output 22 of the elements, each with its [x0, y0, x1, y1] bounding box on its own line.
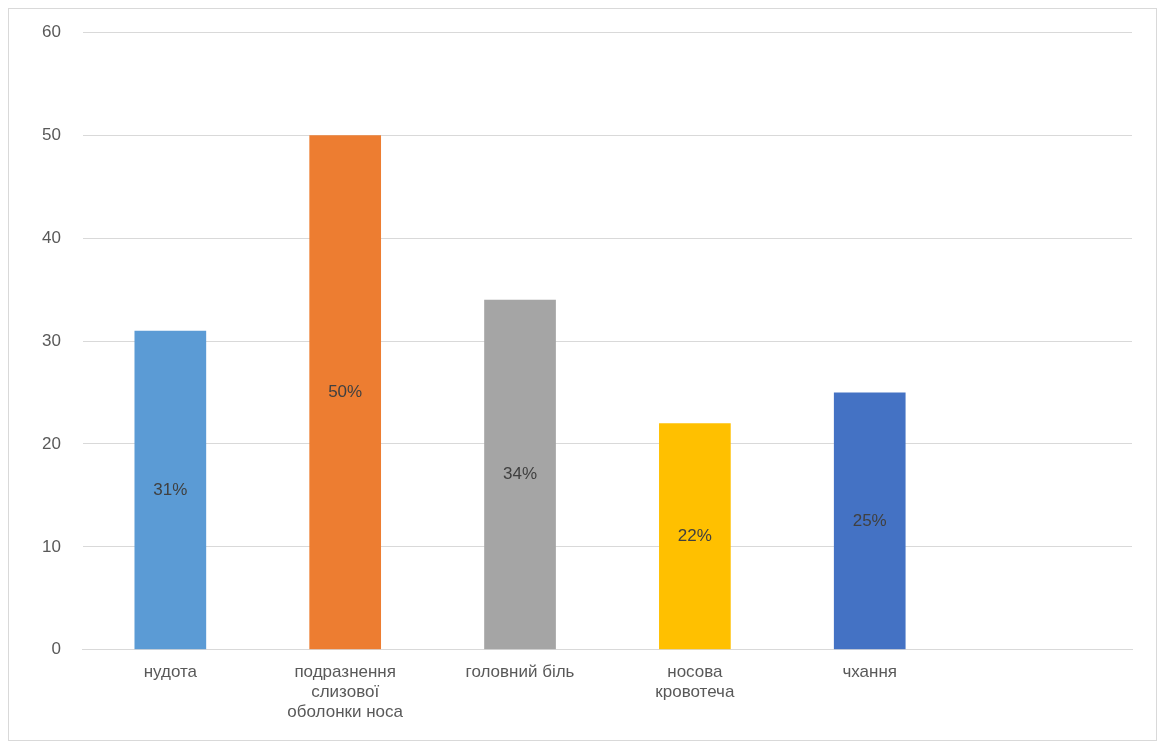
- data-label: 50%: [328, 381, 363, 401]
- y-tick-label: 30: [41, 330, 61, 350]
- y-tick-label: 40: [41, 227, 61, 247]
- data-label: 34%: [503, 464, 538, 484]
- x-tick-label: носова кровотеча: [655, 661, 735, 702]
- x-tick-label: головний біль: [465, 661, 575, 681]
- data-label: 31%: [153, 479, 188, 499]
- bar: [833, 392, 906, 650]
- bar: [134, 330, 207, 650]
- y-tick-label: 20: [41, 433, 61, 453]
- x-tick-label: чхання: [842, 661, 898, 681]
- data-label: 25%: [852, 510, 887, 530]
- y-tick-label: 0: [51, 639, 61, 659]
- y-tick-label: 10: [41, 536, 61, 556]
- y-tick-label: 50: [41, 124, 61, 144]
- bar: [659, 423, 731, 650]
- x-tick-label: подразнення слизової оболонки носа: [287, 661, 404, 722]
- bar: [484, 299, 556, 650]
- bar: [309, 135, 382, 650]
- data-label: 22%: [677, 526, 712, 546]
- x-tick-label: нудота: [143, 661, 198, 681]
- y-tick-label: 60: [41, 21, 61, 41]
